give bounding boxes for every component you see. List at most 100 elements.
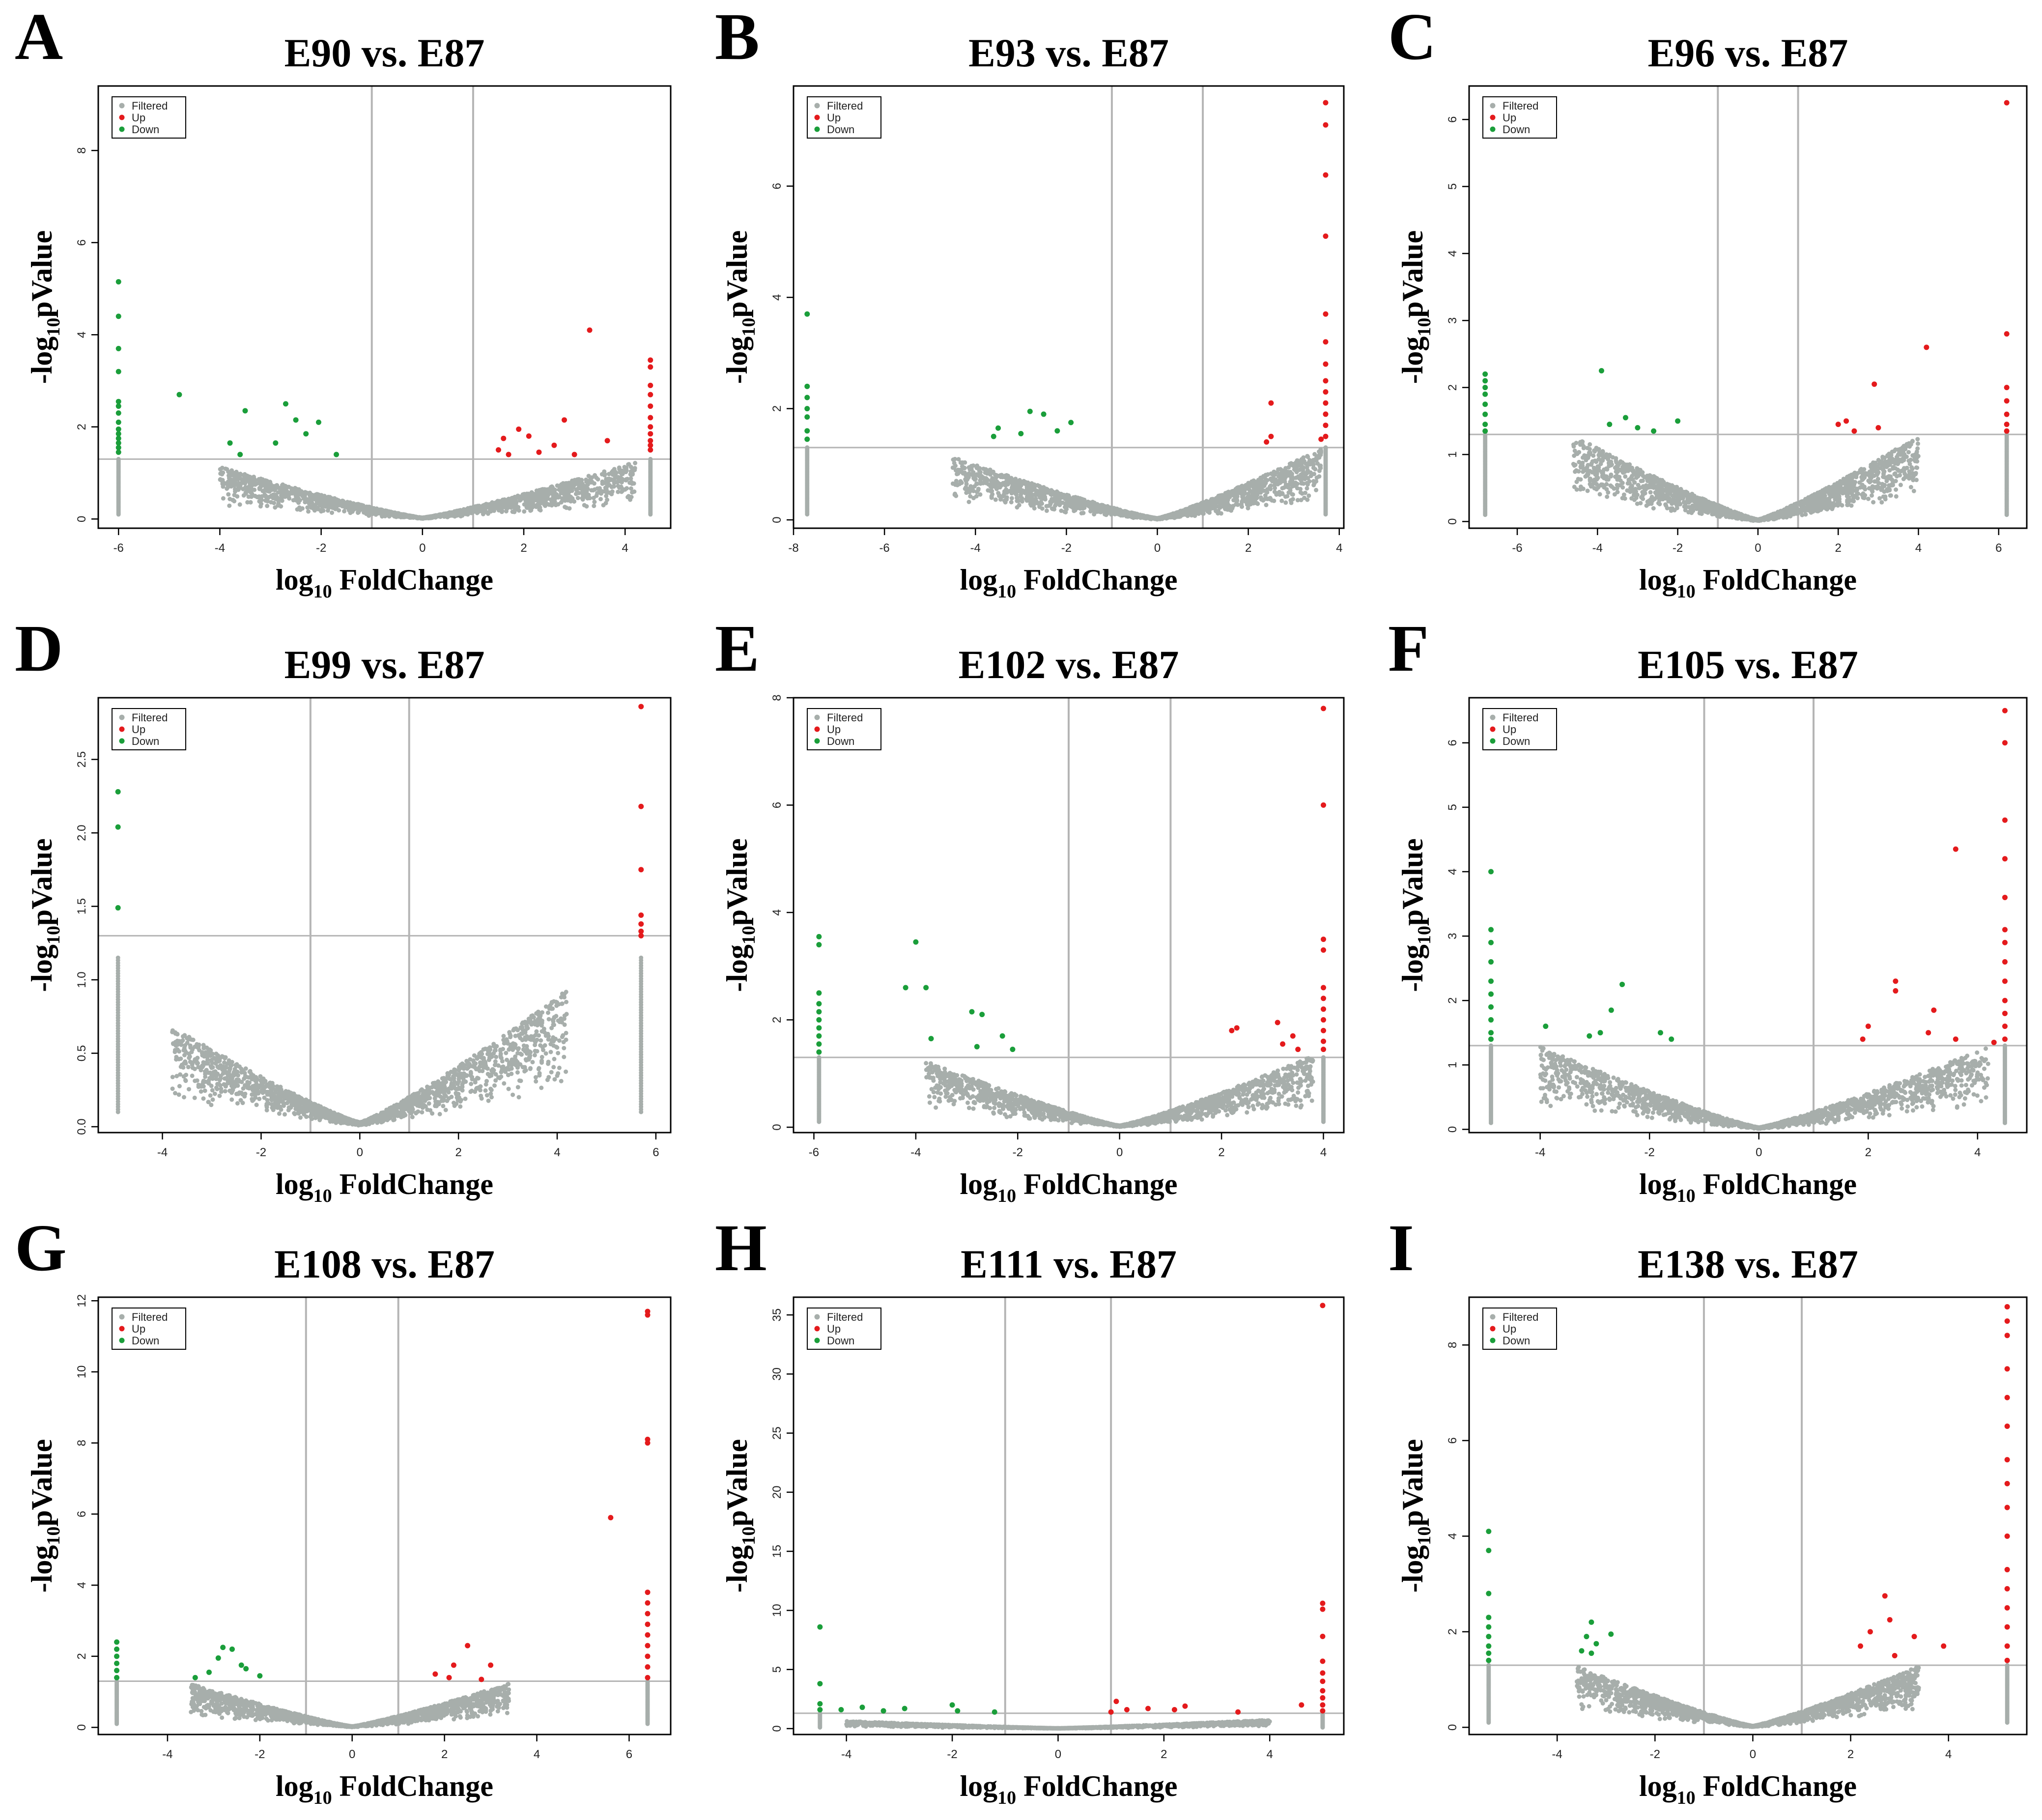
down-point: [192, 1675, 198, 1680]
x-tick-label: 4: [1267, 1748, 1273, 1761]
x-axis-title: log10 FoldChange: [276, 1770, 493, 1808]
up-point: [648, 403, 653, 409]
y-tick-label: 10: [770, 1604, 784, 1617]
x-tick-label: -6: [113, 541, 124, 555]
legend-label: Down: [132, 1335, 159, 1347]
panel-title: E90 vs. E87: [284, 30, 485, 75]
x-tick-label: -4: [157, 1146, 168, 1159]
x-tick-label: 0: [1756, 1146, 1762, 1159]
down-point: [115, 403, 121, 409]
up-point: [1235, 1709, 1241, 1715]
y-tick-label: 30: [770, 1367, 784, 1381]
x-tick-label: -6: [879, 541, 889, 555]
up-point: [2004, 1643, 2010, 1649]
up-point: [1941, 1643, 1947, 1649]
up-point: [1290, 1033, 1296, 1039]
up-point: [1321, 937, 1327, 942]
x-tick-label: 6: [652, 1146, 659, 1159]
x-tick-label: 4: [1945, 1748, 1952, 1761]
up-point: [1264, 439, 1270, 445]
legend-marker: [1490, 738, 1496, 744]
down-point: [992, 1709, 997, 1715]
down-point: [903, 985, 908, 991]
x-tick-label: -2: [1061, 541, 1072, 555]
significant-points: [816, 706, 1327, 1055]
legend-marker: [1490, 126, 1496, 132]
y-tick-label: 6: [1446, 116, 1459, 123]
up-point: [645, 1590, 651, 1595]
plot-frame: [1468, 1296, 2028, 1735]
y-tick-label: 5: [770, 1666, 784, 1673]
up-point: [561, 417, 567, 423]
y-tick-label: 6: [75, 1511, 88, 1517]
up-point: [2004, 1624, 2010, 1630]
y-tick-label: 0: [75, 516, 88, 522]
down-point: [1482, 391, 1488, 397]
filtered-point-cloud: [1483, 432, 2009, 523]
down-point: [206, 1669, 212, 1675]
up-point: [2002, 939, 2008, 945]
down-point: [1482, 371, 1488, 377]
up-point: [2004, 1394, 2010, 1400]
up-point: [1321, 1027, 1327, 1033]
up-point: [608, 1515, 614, 1521]
up-point: [1892, 1653, 1898, 1659]
x-tick-label: 2: [1835, 541, 1842, 555]
y-tick-label: 6: [1446, 1437, 1459, 1444]
up-point: [1867, 1629, 1873, 1635]
up-point: [1321, 985, 1327, 991]
up-point: [2004, 428, 2010, 434]
x-tick-label: -2: [947, 1748, 957, 1761]
up-point: [2004, 1566, 2010, 1572]
down-point: [1587, 1033, 1592, 1039]
legend-marker: [1490, 1326, 1496, 1332]
up-point: [648, 442, 653, 448]
up-point: [1268, 433, 1274, 439]
filtered-point-cloud: [114, 1679, 650, 1730]
down-point: [1488, 927, 1494, 933]
down-point: [1488, 1017, 1494, 1023]
up-point: [1321, 1006, 1327, 1012]
legend-marker: [1490, 1314, 1496, 1320]
down-point: [115, 905, 121, 911]
threshold-lines: [794, 698, 1344, 1133]
y-tick-label: 20: [770, 1486, 784, 1499]
y-tick-label: 5: [1446, 183, 1459, 190]
panel-letter: E: [715, 612, 760, 685]
down-point: [114, 1668, 120, 1674]
up-point: [1865, 1024, 1871, 1029]
legend-marker: [119, 1337, 125, 1343]
up-point: [506, 452, 511, 457]
down-point: [1597, 1030, 1603, 1036]
panel-title: E96 vs. E87: [1648, 30, 1848, 75]
up-point: [645, 1675, 651, 1680]
down-point: [804, 311, 810, 317]
up-point: [1299, 1702, 1305, 1708]
down-point: [816, 942, 822, 948]
down-point: [969, 1009, 975, 1015]
up-point: [1323, 339, 1329, 345]
up-point: [2002, 997, 2008, 1003]
panel-letter: D: [15, 612, 63, 685]
legend-label: Up: [132, 1323, 145, 1335]
up-point: [1323, 233, 1329, 239]
up-point: [1857, 1643, 1863, 1649]
y-axis-title: -log10pValue: [721, 230, 759, 384]
down-point: [257, 1673, 263, 1679]
legend-marker: [814, 1337, 820, 1343]
y-tick-label: 0: [1446, 1126, 1459, 1133]
down-point: [1488, 1004, 1494, 1010]
legend-marker: [119, 714, 125, 720]
x-tick-label: 0: [1750, 1748, 1756, 1761]
up-point: [1320, 1658, 1326, 1664]
down-point: [114, 1675, 120, 1680]
up-point: [2004, 1318, 2010, 1324]
y-tick-label: 1.5: [75, 898, 88, 914]
down-point: [913, 939, 919, 945]
legend-label: Down: [827, 123, 854, 136]
legend-marker: [119, 126, 125, 132]
down-point: [817, 1701, 823, 1706]
